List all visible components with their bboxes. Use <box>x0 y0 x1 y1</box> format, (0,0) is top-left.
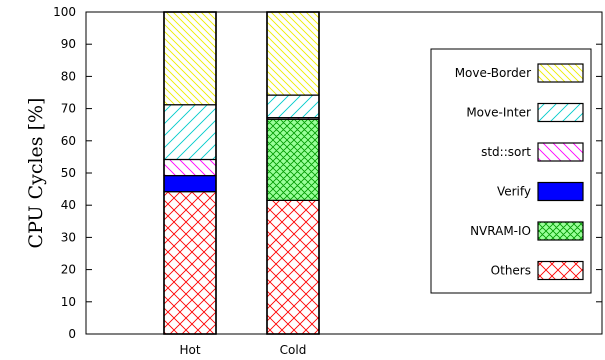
y-tick-label: 40 <box>61 198 76 212</box>
x-tick-label: Hot <box>179 343 200 357</box>
legend-swatch-nvram-io <box>537 221 584 241</box>
legend: Move-BorderMove-Interstd::sortVerifyNVRA… <box>430 48 592 294</box>
y-tick-label: 80 <box>61 69 76 83</box>
bar-segment-others-hot <box>163 191 217 335</box>
legend-swatch-verify <box>537 181 584 202</box>
legend-box <box>430 48 592 294</box>
legend-label: Move-Inter <box>466 106 531 120</box>
legend-label: Move-Border <box>455 66 531 80</box>
bar-segment-verify-hot <box>163 174 217 193</box>
x-tick-labels: Hot Cold <box>179 343 306 357</box>
bar-segment-move-inter-hot <box>163 104 217 161</box>
y-tick-label: 100 <box>53 5 76 19</box>
y-tick-label: 10 <box>61 295 76 309</box>
legend-label: std::sort <box>481 145 531 159</box>
x-tick-label: Cold <box>280 343 307 357</box>
legend-label: Verify <box>497 185 531 199</box>
bar-segment-std-sort-hot <box>163 158 217 177</box>
bars <box>163 11 320 335</box>
y-tick-label: 30 <box>61 230 76 244</box>
y-axis-label: CPU Cycles [%] <box>25 98 47 249</box>
legend-swatch-move-border <box>537 63 584 83</box>
y-tick-label: 90 <box>61 37 76 51</box>
bar-segment-nvram-io-cold <box>266 118 320 201</box>
legend-swatch-std-sort <box>537 142 584 162</box>
bar-segment-others-cold <box>266 199 320 335</box>
y-tick-label: 0 <box>68 327 76 341</box>
bar-segment-move-inter-cold <box>266 94 320 119</box>
y-tick-label: 60 <box>61 134 76 148</box>
y-tick-labels: 0 10 20 30 40 50 60 70 80 90 100 <box>53 5 76 341</box>
bar-segment-move-border-hot <box>163 11 217 106</box>
y-tick-label: 20 <box>61 263 76 277</box>
legend-label: NVRAM-IO <box>470 224 531 238</box>
y-tick-label: 70 <box>61 102 76 116</box>
plot-frame <box>85 11 603 335</box>
legend-swatch-move-inter <box>537 102 584 123</box>
legend-swatch-others <box>537 260 584 281</box>
legend-label: Others <box>491 264 531 278</box>
y-tick-label: 50 <box>61 166 76 180</box>
bar-segment-move-border-cold <box>266 11 320 96</box>
